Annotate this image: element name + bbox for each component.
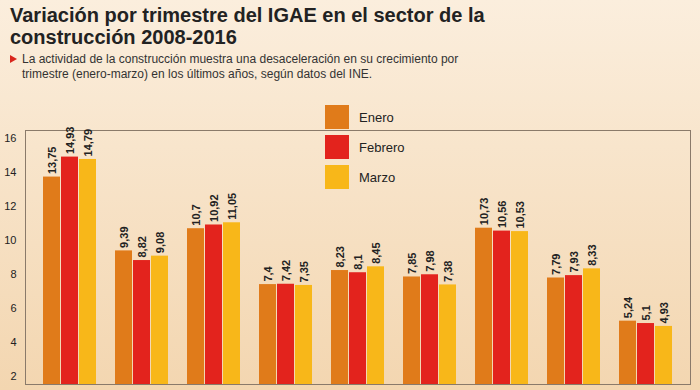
svg-text:9,39: 9,39 bbox=[118, 226, 130, 247]
html-text:Enero: Enero bbox=[359, 109, 394, 125]
svg-text:14: 14 bbox=[4, 166, 16, 178]
svg-text:8,33: 8,33 bbox=[586, 244, 598, 265]
svg-text:16: 16 bbox=[4, 132, 16, 144]
html-text:Febrero: Febrero bbox=[359, 139, 405, 155]
svg-text:5,1: 5,1 bbox=[640, 305, 652, 320]
svg-text:14,93: 14,93 bbox=[64, 127, 76, 155]
svg-text:7,42: 7,42 bbox=[280, 260, 292, 281]
svg-text:2: 2 bbox=[10, 370, 16, 382]
svg-text:7,85: 7,85 bbox=[406, 253, 418, 274]
svg-text:10,7: 10,7 bbox=[190, 204, 202, 225]
svg-text:6: 6 bbox=[10, 302, 16, 314]
html-text:Marzo: Marzo bbox=[359, 169, 396, 185]
svg-text:11,05: 11,05 bbox=[226, 193, 238, 220]
svg-text:8: 8 bbox=[10, 268, 16, 280]
html-text:Variación por trimestre del IG: Variación por trimestre del IGAE en el s… bbox=[10, 4, 485, 48]
svg-text:8,1: 8,1 bbox=[352, 254, 364, 269]
svg-text:7,38: 7,38 bbox=[442, 261, 454, 282]
svg-text:5,24: 5,24 bbox=[622, 296, 634, 318]
svg-text:8,82: 8,82 bbox=[136, 236, 148, 257]
svg-text:10: 10 bbox=[4, 234, 16, 246]
svg-text:7,79: 7,79 bbox=[550, 254, 562, 275]
svg-text:12: 12 bbox=[4, 200, 16, 212]
svg-text:7,4: 7,4 bbox=[262, 265, 274, 281]
svg-text:7,98: 7,98 bbox=[424, 250, 436, 271]
svg-text:14,79: 14,79 bbox=[82, 129, 94, 157]
svg-text:7,35: 7,35 bbox=[298, 261, 310, 282]
svg-text:8,45: 8,45 bbox=[370, 242, 382, 263]
svg-text:8,23: 8,23 bbox=[334, 246, 346, 267]
svg-text:13,75: 13,75 bbox=[46, 147, 58, 175]
svg-text:7,93: 7,93 bbox=[568, 251, 580, 272]
svg-text:10,53: 10,53 bbox=[514, 201, 526, 229]
svg-text:10,56: 10,56 bbox=[496, 201, 508, 229]
svg-text:4,93: 4,93 bbox=[658, 302, 670, 323]
html-text:La actividad de la construcció: La actividad de la construcción muestra … bbox=[22, 52, 459, 81]
svg-text:9,08: 9,08 bbox=[154, 232, 166, 253]
svg-text:10,92: 10,92 bbox=[208, 194, 220, 222]
svg-text:4: 4 bbox=[10, 336, 16, 348]
svg-text:10,73: 10,73 bbox=[478, 198, 490, 226]
